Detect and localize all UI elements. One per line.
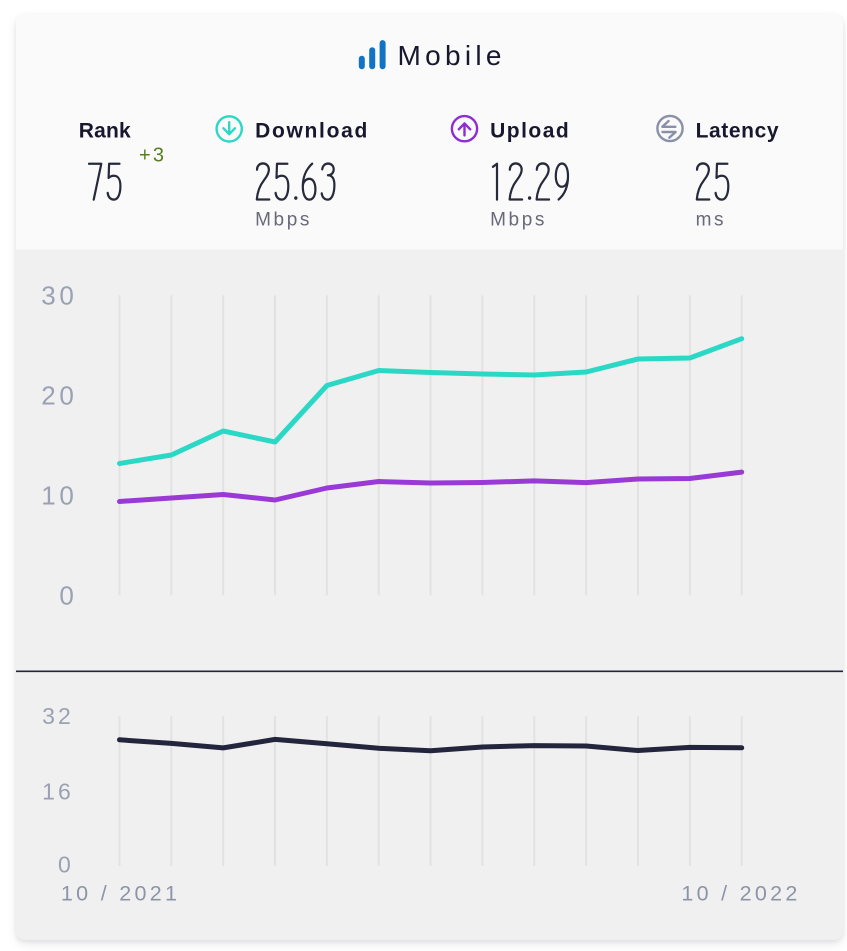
svg-text:0: 0 bbox=[59, 581, 77, 611]
svg-text:Latency: Latency bbox=[696, 120, 780, 143]
svg-text:30: 30 bbox=[41, 281, 77, 311]
svg-text:10: 10 bbox=[41, 481, 77, 511]
svg-text:Rank: Rank bbox=[79, 120, 131, 143]
svg-text:20: 20 bbox=[41, 381, 77, 411]
svg-text:+3: +3 bbox=[139, 145, 166, 167]
svg-text:Mbps: Mbps bbox=[255, 209, 312, 230]
svg-text:32: 32 bbox=[42, 703, 74, 729]
svg-text:0: 0 bbox=[58, 852, 74, 878]
svg-text:Mbps: Mbps bbox=[490, 209, 547, 230]
svg-text:10 / 2021: 10 / 2021 bbox=[61, 882, 180, 906]
svg-text:Upload: Upload bbox=[490, 120, 570, 143]
svg-text:Mobile: Mobile bbox=[398, 40, 506, 71]
svg-text:16: 16 bbox=[42, 779, 74, 805]
svg-text:10 / 2022: 10 / 2022 bbox=[681, 882, 800, 906]
svg-text:ms: ms bbox=[696, 209, 727, 230]
svg-text:Download: Download bbox=[255, 120, 369, 143]
